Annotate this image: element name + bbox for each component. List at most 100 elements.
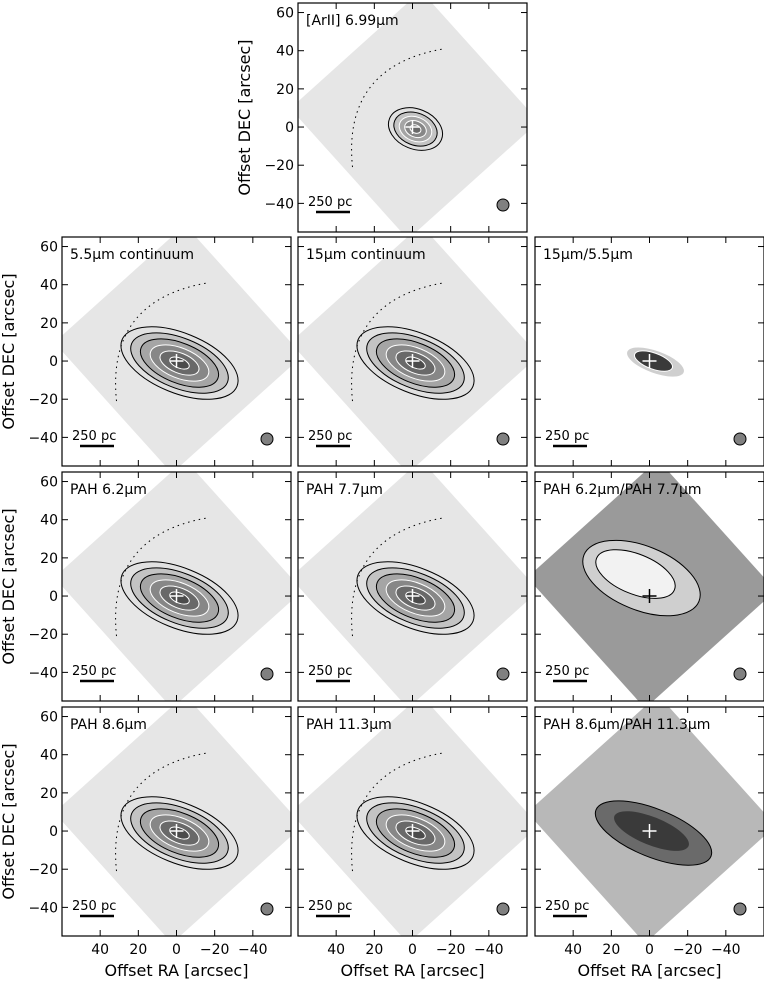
scale-bar-label: 250 pc — [308, 899, 352, 914]
intensity-contour — [405, 591, 426, 605]
y-tick-label: 20 — [40, 551, 58, 567]
map-area — [627, 347, 684, 377]
x-tick-label: −40 — [711, 942, 741, 958]
scale-bar-label: 250 pc — [545, 664, 589, 679]
x-tick-label: −40 — [238, 942, 268, 958]
nucleus-marker — [169, 354, 184, 369]
panel-3: 15μm/5.5μm 250 pc — [534, 236, 764, 467]
x-tick-label: 20 — [129, 942, 147, 958]
y-tick-label: 0 — [49, 354, 58, 370]
panel-title: PAH 8.6μm/PAH 11.3μm — [543, 717, 710, 733]
panel-title: PAH 11.3μm — [306, 717, 392, 733]
dotted-contour — [351, 752, 443, 872]
map-area — [298, 707, 527, 936]
x-tick-label: 20 — [602, 942, 620, 958]
y-tick-label: 20 — [276, 82, 294, 98]
beam-marker — [260, 902, 274, 916]
y-tick-label: 40 — [40, 748, 58, 764]
y-tick-label: 60 — [276, 6, 294, 22]
intensity-contour — [405, 826, 426, 840]
intensity-contour — [169, 826, 190, 840]
y-tick-label: −40 — [28, 430, 58, 446]
y-tick-label: −20 — [28, 392, 58, 408]
panel-title: 15μm/5.5μm — [543, 247, 633, 263]
y-tick-label: −40 — [28, 900, 58, 916]
nucleus-marker — [169, 824, 184, 839]
nucleus-marker — [642, 354, 657, 369]
x-tick-label: −20 — [436, 942, 466, 958]
y-tick-label: 20 — [40, 316, 58, 332]
nucleus-marker — [642, 589, 657, 604]
dotted-contour — [351, 48, 443, 168]
map-area — [535, 707, 764, 936]
x-tick-label: −20 — [200, 942, 230, 958]
y-tick-label: 60 — [40, 240, 58, 256]
x-tick-label: 0 — [408, 942, 417, 958]
panel-6: PAH 6.2μm/PAH 7.7μm 250 pc — [534, 471, 764, 702]
dotted-contour — [351, 282, 443, 402]
map-area — [298, 237, 527, 466]
scale-bar-label: 250 pc — [72, 664, 116, 679]
panel-title: PAH 6.2μm/PAH 7.7μm — [543, 482, 702, 498]
nucleus-marker — [642, 824, 657, 839]
y-tick-label: −40 — [28, 665, 58, 681]
beam-marker — [496, 902, 510, 916]
beam-marker — [733, 902, 747, 916]
intensity-contour — [405, 356, 426, 370]
x-tick-label: 0 — [645, 942, 654, 958]
panel-title: PAH 8.6μm — [70, 717, 147, 733]
y-tick-label: 60 — [40, 710, 58, 726]
scale-bar-label: 250 pc — [308, 195, 352, 210]
x-axis-title: Offset RA [arcsec] — [341, 961, 485, 980]
x-tick-label: 20 — [365, 942, 383, 958]
beam-marker — [496, 667, 510, 681]
panel-title: PAH 7.7μm — [306, 482, 383, 498]
y-tick-label: 40 — [276, 44, 294, 60]
map-area — [298, 3, 527, 232]
x-tick-label: −20 — [673, 942, 703, 958]
x-tick-label: 0 — [172, 942, 181, 958]
y-tick-label: −20 — [264, 158, 294, 174]
nucleus-marker — [405, 589, 420, 604]
panel-9: PAH 8.6μm/PAH 11.3μm 250 pc 40 20 0 −20 −40 Off… — [534, 706, 764, 980]
panel-7: PAH 8.6μm 250 pc 60 40 20 0 −20 −40 Offset DEC [… — [0, 706, 292, 980]
dotted-contour — [115, 282, 207, 402]
x-tick-label: 40 — [91, 942, 109, 958]
x-tick-label: −40 — [474, 942, 504, 958]
dotted-contour — [115, 517, 207, 637]
nucleus-marker — [405, 354, 420, 369]
intensity-contour — [169, 591, 190, 605]
scale-bar-label: 250 pc — [308, 664, 352, 679]
beam-marker — [733, 432, 747, 446]
y-tick-label: −40 — [264, 196, 294, 212]
x-axis-title: Offset RA [arcsec] — [578, 961, 722, 980]
map-area — [535, 472, 764, 701]
y-axis-title: Offset DEC [arcsec] — [0, 273, 18, 429]
y-tick-label: 40 — [40, 513, 58, 529]
y-axis-title: Offset DEC [arcsec] — [0, 743, 18, 899]
beam-marker — [260, 432, 274, 446]
nucleus-marker — [405, 120, 420, 135]
panel-1: 5.5μm continuum 250 pc 60 40 20 0 −20 −40 Offset… — [0, 236, 292, 467]
panel-title: [ArII] 6.99μm — [306, 13, 399, 29]
intensity-contour — [169, 356, 190, 370]
x-axis-title: Offset RA [arcsec] — [105, 961, 249, 980]
scale-bar-label: 250 pc — [308, 429, 352, 444]
panel-5: PAH 7.7μm 250 pc — [297, 471, 528, 702]
y-axis-title: Offset DEC [arcsec] — [0, 508, 18, 664]
panel-title: PAH 6.2μm — [70, 482, 147, 498]
y-tick-label: −20 — [28, 862, 58, 878]
map-area — [62, 472, 291, 701]
y-tick-label: 60 — [40, 475, 58, 491]
y-axis-title: Offset DEC [arcsec] — [235, 39, 254, 195]
y-tick-label: −20 — [28, 627, 58, 643]
beam-marker — [496, 198, 510, 212]
ratio-contour — [595, 549, 676, 599]
beam-marker — [733, 667, 747, 681]
beam-marker — [260, 667, 274, 681]
map-area — [298, 472, 527, 701]
scale-bar-label: 250 pc — [545, 899, 589, 914]
x-tick-label: 40 — [564, 942, 582, 958]
panel-title: 15μm continuum — [306, 247, 426, 263]
